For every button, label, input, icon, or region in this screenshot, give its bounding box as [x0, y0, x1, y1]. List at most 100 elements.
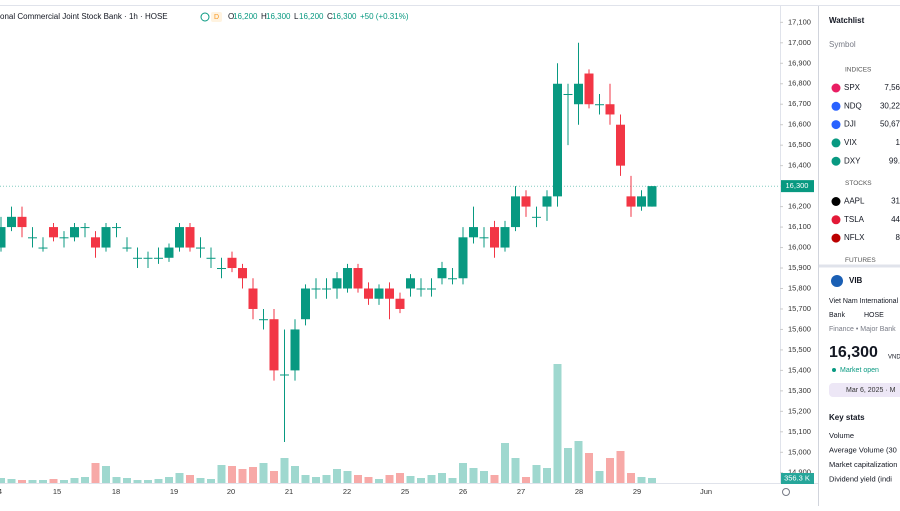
volume-bar [249, 467, 257, 483]
ohlc-value: 16,200 [233, 12, 258, 21]
candle-body [143, 257, 153, 259]
symbol[interactable]: DJI [844, 120, 856, 129]
candle-body [280, 374, 289, 376]
volume-bar [585, 453, 593, 483]
candle-body [269, 319, 279, 371]
volume-bar [543, 468, 551, 483]
candle-body [28, 237, 37, 239]
candle-body [227, 257, 237, 269]
ohlc-key: L [294, 12, 299, 21]
ohlc-value: 16,300 [332, 12, 357, 21]
section-title[interactable]: STOCKS [845, 180, 872, 187]
symbol[interactable]: DXY [844, 156, 861, 165]
volume-bar [91, 463, 100, 483]
symbol[interactable]: VIX [844, 138, 858, 147]
price: 99. [889, 156, 900, 165]
legend: onal Commercial Joint Stock Bank · 1h · … [0, 10, 410, 24]
y-tick-label: 15,500 [788, 345, 811, 354]
chart: 14,900 15,000 15,100 15,200 15,300 15,400 15,5… [0, 17, 814, 496]
x-tick-label: 22 [343, 487, 351, 496]
exchange: HOSE [864, 312, 884, 319]
symbol[interactable]: NFLX [844, 233, 865, 242]
company-logo [831, 275, 843, 287]
market-status: Market open [840, 367, 879, 374]
column-header: Symbol [829, 40, 856, 49]
candle-body [616, 124, 625, 166]
side-panel: Watchlist Symbol INDICES SPX 7,56 NDQ 30,22 DJI… [819, 16, 900, 483]
y-tick-label: 16,800 [788, 79, 811, 88]
settings-icon[interactable] [782, 488, 790, 496]
candle-body [185, 227, 195, 248]
volume-bar [39, 480, 47, 483]
volume-bar [490, 475, 499, 483]
x-tick-label: 25 [401, 487, 409, 496]
volume-bar [480, 471, 488, 483]
volume-bar [70, 478, 79, 483]
volume-bar [112, 477, 121, 483]
candle-body [374, 288, 384, 299]
volume-bar [144, 480, 152, 483]
candle-body [479, 237, 489, 239]
volume-bar [165, 477, 173, 483]
y-tick-label: 15,100 [788, 427, 811, 436]
candle-body [647, 186, 657, 207]
watchlist-title[interactable]: Watchlist [829, 16, 865, 25]
candle-body [122, 247, 132, 249]
volume-bar [375, 479, 383, 483]
symbol[interactable]: NDQ [844, 101, 862, 110]
section-title[interactable]: INDICES [845, 67, 872, 74]
y-tick-label: 16,000 [788, 243, 811, 252]
symbol[interactable]: TSLA [844, 215, 865, 224]
symbol[interactable]: AAPL [844, 197, 865, 206]
volume-bar [259, 463, 268, 483]
candle-body [322, 288, 331, 290]
candle-body [17, 216, 27, 228]
volume-bar [637, 477, 646, 483]
symbol-icon [831, 197, 841, 206]
symbol[interactable]: SPX [844, 83, 861, 92]
currency: VND [888, 355, 900, 361]
x-tick-label: Jun [700, 487, 712, 496]
company-name-2: Bank [829, 312, 845, 319]
volume-bar [322, 475, 331, 483]
volume-bar [228, 466, 236, 483]
volume-bar [196, 478, 205, 483]
volume-bar [175, 473, 184, 483]
x-tick-label: 21 [285, 487, 293, 496]
date: Mar 6, 2025 · M [846, 387, 896, 394]
x-tick-label: 18 [112, 487, 120, 496]
detail-price: 16,300 [829, 344, 878, 361]
volume-bar [385, 475, 394, 483]
y-tick-label: 16,200 [788, 202, 811, 211]
price: 50,67 [880, 120, 900, 129]
volume-bar [207, 479, 215, 483]
candle-body [49, 227, 58, 238]
last-volume-label: 356.3 K [784, 473, 810, 482]
stat-label: Volume [829, 431, 854, 440]
candle-body [0, 227, 6, 248]
candle-body [448, 278, 457, 280]
y-tick-label: 16,500 [788, 140, 811, 149]
price: 1 [896, 138, 900, 147]
candle-body [259, 319, 268, 321]
badge-bg [211, 12, 222, 22]
candle-body [364, 288, 373, 299]
symbol-icon [831, 138, 841, 148]
candle-body [595, 104, 604, 106]
stat-label: Dividend yield (indi [829, 474, 892, 483]
symbol-title: onal Commercial Joint Stock Bank · 1h · … [0, 12, 168, 21]
volume-bar [606, 458, 614, 483]
status-dot [832, 368, 836, 372]
candle-body [427, 288, 436, 290]
volume-bar [532, 465, 541, 483]
section-title[interactable]: FUTURES [845, 257, 876, 264]
price: 30,22 [880, 101, 900, 110]
volume-bar [364, 477, 373, 483]
y-tick-label: 15,600 [788, 324, 811, 333]
ohlc-key: C [327, 12, 333, 21]
candle-body [500, 227, 510, 248]
stat-label: Market capitalization [829, 460, 897, 469]
y-tick-label: 15,400 [788, 365, 811, 374]
candle-body [469, 227, 478, 238]
